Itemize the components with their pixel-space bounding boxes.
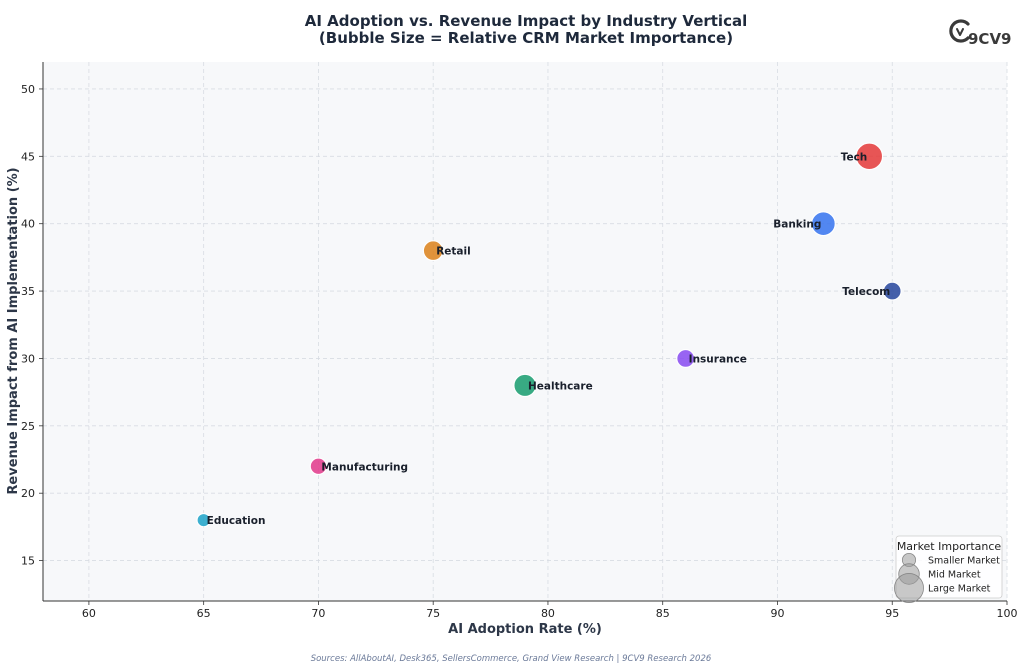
x-tick-label: 100 [997,607,1018,620]
source-note: Sources: AllAboutAI, Desk365, SellersCom… [311,654,712,664]
legend: Market Importance Smaller Market Mid Mark… [894,535,1003,603]
x-axis-label: AI Adoption Rate (%) [448,622,602,637]
bubble-healthcare [513,373,537,398]
point-label-banking: Banking [773,219,821,231]
point-label-education: Education [207,515,266,527]
point-label-tech: Tech [841,151,868,163]
x-tick-label: 90 [770,607,784,620]
legend-label-smaller-market: Smaller Market [928,556,1000,567]
y-tick-label: 50 [21,83,35,96]
y-tick-label: 45 [21,150,35,163]
x-tick-label: 65 [197,607,211,620]
bubble-manufacturing [309,457,328,476]
chart-subtitle: (Bubble Size = Relative CRM Market Impor… [319,29,733,47]
x-tick-label: 80 [541,607,555,620]
legend-label-large-market: Large Market [928,584,991,595]
bubble-banking [810,211,836,237]
point-label-healthcare: Healthcare [528,380,593,392]
x-tick-label: 95 [885,607,899,620]
legend-entries: Smaller Market Mid Market Large Market [894,552,1000,603]
brand-logo-text: 9CV9 [968,30,1012,48]
point-labels: Tech Banking Retail Telecom Insurance Healthc… [207,151,891,527]
y-axis-label: Revenue Impact from AI Implementation (%… [6,167,21,494]
x-tick-label: 60 [82,607,96,620]
logo-mark-icon [949,19,970,43]
x-tick-label: 70 [311,607,325,620]
legend-title: Market Importance [897,540,1002,553]
y-tick-label: 20 [21,487,35,500]
bubble-education [196,512,211,528]
x-tick-label: 75 [426,607,440,620]
chart-title: AI Adoption vs. Revenue Impact by Indust… [305,12,747,30]
bubble-tech [855,142,884,171]
legend-swatch-large-market [894,573,924,603]
axes: 60 65 70 75 80 85 90 95 100 15 20 25 30 35 40 45 50 [21,62,1018,620]
legend-label-mid-market: Mid Market [928,570,981,581]
x-tick-label: 85 [656,607,670,620]
y-tick-label: 25 [21,420,35,433]
point-label-telecom: Telecom [842,286,890,298]
brand-logo: 9CV9 [949,19,1012,48]
bubble-insurance [676,348,696,368]
y-tick-label: 40 [21,218,35,231]
bubble-series [196,142,902,528]
y-tick-label: 35 [21,285,35,298]
bubble-telecom [882,281,902,301]
point-label-manufacturing: Manufacturing [321,461,408,473]
point-label-retail: Retail [436,246,471,258]
grid [43,62,1008,601]
point-label-insurance: Insurance [689,353,747,365]
y-tick-label: 30 [21,352,35,365]
bubble-retail [422,240,444,262]
y-tick-label: 15 [21,555,35,568]
plot-area [43,62,1007,601]
